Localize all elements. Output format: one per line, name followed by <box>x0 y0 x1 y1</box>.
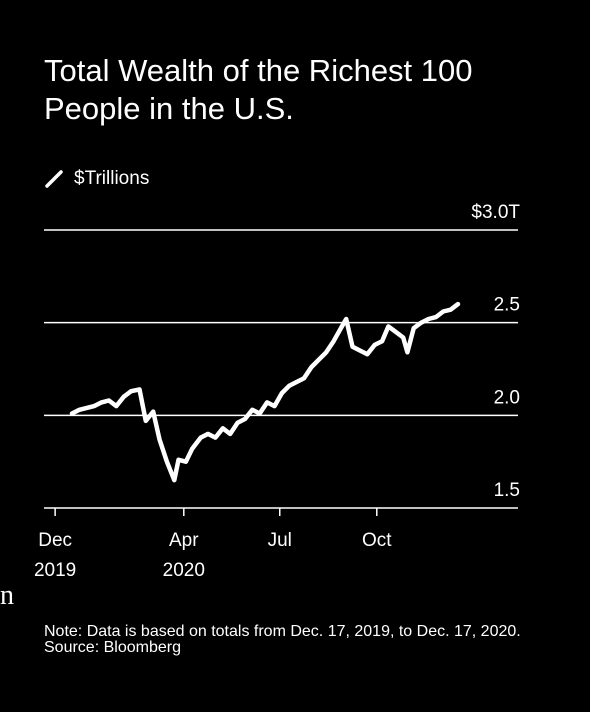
x-tick-year-label: 2019 <box>34 560 76 581</box>
chart-title: Total Wealth of the Richest 100 People i… <box>44 53 473 126</box>
x-tick-year-label: 2020 <box>163 560 205 581</box>
legend: $Trillions <box>44 168 149 190</box>
x-tick-label: Jul <box>268 530 292 551</box>
y-tick-label: 1.5 <box>494 480 520 501</box>
legend-label: $Trillions <box>74 168 150 189</box>
source-text: Source: Bloomberg <box>44 639 181 656</box>
y-tick-label: 2.5 <box>494 295 520 316</box>
series-line <box>69 301 461 483</box>
note-text: Note: Data is based on totals from Dec. … <box>44 623 521 640</box>
stray-glyph: n <box>0 580 14 611</box>
x-tick-label: Apr <box>169 530 199 551</box>
y-tick-label: 2.0 <box>494 387 520 408</box>
y-tick-label: $3.0T <box>471 202 520 223</box>
x-tick-label: Oct <box>362 530 392 551</box>
line-chart: $3.0T 2.5 2.0 1.5 Dec 2019 Apr 2020 Jul Oct <box>34 202 520 581</box>
line-swatch-icon <box>45 170 63 188</box>
x-tick-label: Dec <box>38 530 72 551</box>
chart-notes: Note: Data is based on totals from Dec. … <box>44 624 564 656</box>
